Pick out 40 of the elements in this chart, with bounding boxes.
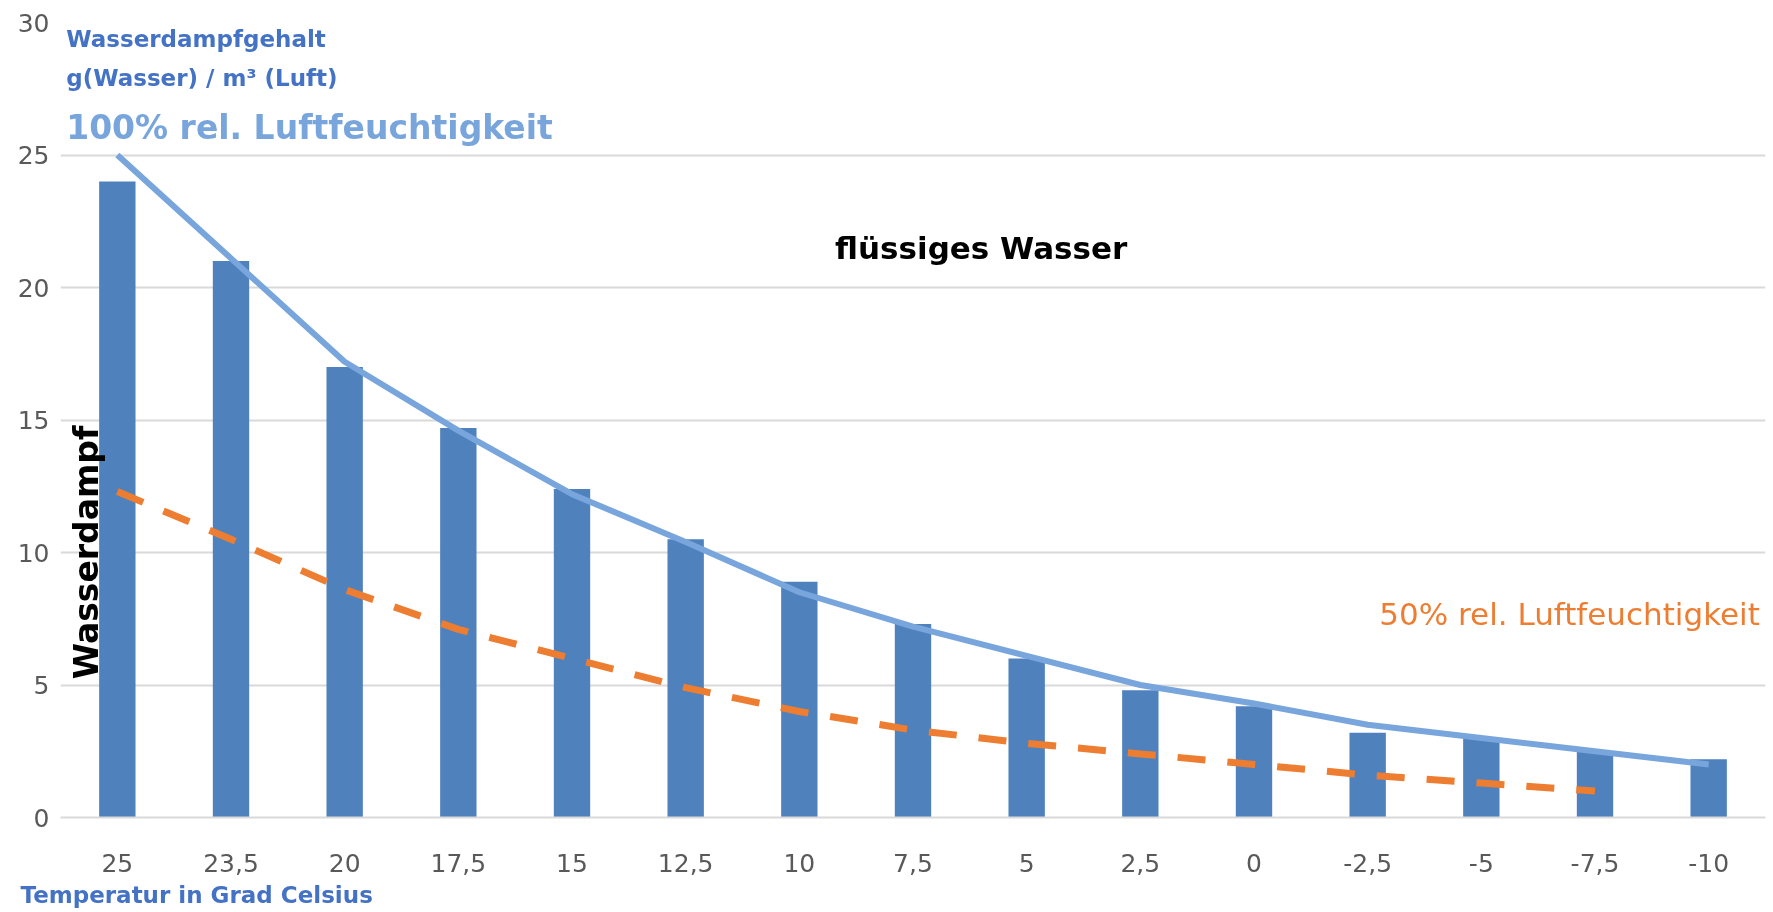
y-tick-label: 15 <box>17 406 50 435</box>
x-tick-label: 15 <box>556 848 588 878</box>
x-tick-label: 7,5 <box>893 848 933 878</box>
y-tick-label: 20 <box>17 273 50 303</box>
bar <box>326 367 363 818</box>
bar <box>1235 706 1273 818</box>
x-tick-label: 2,5 <box>1120 848 1161 878</box>
bar <box>212 261 250 818</box>
bar <box>1349 732 1386 818</box>
bar <box>1690 759 1727 818</box>
x-tick-label: 23,5 <box>203 848 259 878</box>
bar <box>553 488 591 818</box>
bar <box>440 427 477 818</box>
y-tick-label: 10 <box>17 538 50 568</box>
x-tick-label: 12,5 <box>657 848 714 878</box>
y-axis-title: Wasserdampfgehalt g(Wasser) / m³ (Luft) <box>66 26 338 91</box>
y-tick-label: 0 <box>33 803 50 833</box>
y-tick-label: 25 <box>17 141 50 170</box>
y-tick-label: 30 <box>17 8 50 38</box>
annotation: flüssiges Wasser <box>835 229 1129 266</box>
x-tick-label: 5 <box>1018 848 1035 878</box>
x-tick-label: 20 <box>328 848 361 878</box>
bar <box>781 581 818 818</box>
bar <box>1122 690 1159 818</box>
x-tick-label: 0 <box>1246 848 1262 878</box>
x-tick-label: -5 <box>1468 848 1494 878</box>
x-tick-label: -7,5 <box>1570 848 1620 878</box>
annotation: Wasserdampf <box>67 425 107 680</box>
bar <box>1008 658 1045 818</box>
series-label: 100% rel. Luftfeuchtigkeit <box>66 108 554 148</box>
x-tick-label: 25 <box>101 848 134 878</box>
x-tick-label: -10 <box>1688 848 1730 878</box>
x-tick-label: -2,5 <box>1343 848 1393 878</box>
x-axis-title: Temperatur in Grad Celsius <box>20 881 373 908</box>
y-tick-label: 5 <box>33 671 50 700</box>
bar <box>667 539 704 818</box>
text: 50% rel. Luftfeuchtigkeit <box>1379 596 1760 632</box>
x-tick-label: 10 <box>783 848 816 878</box>
bar <box>894 624 932 818</box>
x-tick-label: 17,5 <box>430 848 487 878</box>
